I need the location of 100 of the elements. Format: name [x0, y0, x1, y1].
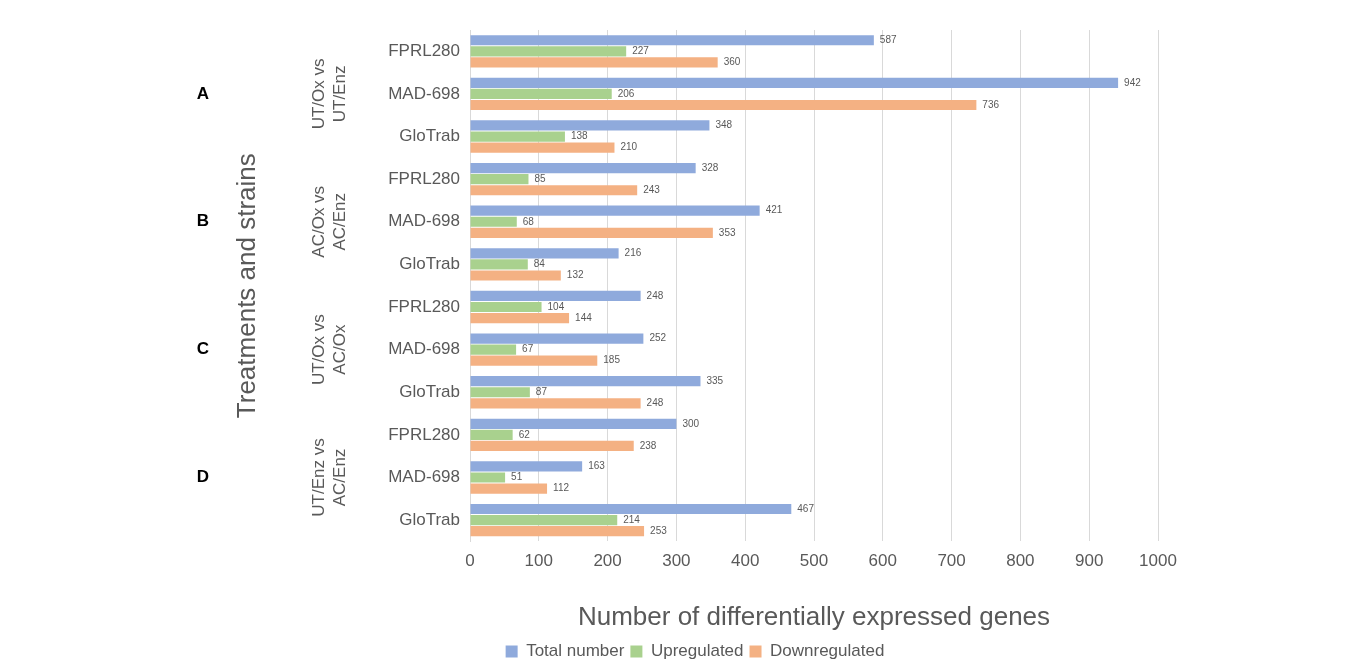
data-label: 248 — [646, 289, 664, 301]
data-label: 253 — [650, 524, 668, 536]
x-tick-label: 400 — [731, 551, 760, 571]
data-label: 227 — [632, 45, 650, 57]
bar — [470, 290, 641, 302]
data-label: 348 — [715, 119, 733, 131]
data-label: 144 — [575, 311, 593, 323]
bar — [470, 131, 565, 142]
bar — [470, 429, 513, 440]
bar — [470, 515, 618, 526]
bar — [470, 376, 701, 387]
x-tick-label: 100 — [524, 551, 553, 571]
data-label: 214 — [623, 513, 641, 525]
bar — [470, 46, 627, 57]
text: UT/Enz vs AC/Enz — [309, 438, 350, 517]
y-axis-title: Treatments and strains — [230, 153, 261, 419]
data-label: 216 — [624, 247, 642, 259]
data-label: 942 — [1124, 76, 1142, 88]
bar — [470, 355, 598, 366]
bar — [470, 503, 792, 515]
data-label: 587 — [879, 33, 897, 45]
bar — [470, 205, 760, 216]
y-tick-label: MAD-698 — [388, 467, 460, 487]
x-tick-label: 0 — [465, 551, 475, 571]
x-tick-label: 600 — [868, 551, 897, 571]
bar — [470, 88, 612, 100]
text: UT/Ox vs AC/Ox — [309, 314, 350, 386]
x-tick-label: 900 — [1075, 551, 1104, 571]
y-tick-label: MAD-698 — [388, 211, 460, 231]
data-label: 206 — [617, 87, 635, 99]
y-tick-label: MAD-698 — [388, 83, 460, 103]
bar — [470, 227, 713, 238]
x-tick-label: 500 — [799, 551, 829, 571]
bar — [470, 333, 644, 344]
y-tick-label: FPRL280 — [388, 424, 460, 444]
bar — [470, 35, 874, 46]
data-label: 51 — [511, 471, 523, 483]
data-label: 736 — [982, 98, 1000, 110]
data-label: 138 — [570, 130, 589, 142]
x-tick-label: 700 — [937, 551, 966, 571]
bar — [470, 344, 517, 355]
data-label: 67 — [522, 343, 534, 355]
data-label: 335 — [706, 374, 724, 386]
legend-label: Total number — [526, 641, 625, 661]
data-label: 243 — [643, 183, 661, 195]
data-label: 248 — [646, 397, 664, 409]
bar — [470, 99, 977, 111]
data-label: 252 — [649, 332, 667, 344]
x-tick-label: 300 — [662, 551, 691, 571]
data-label: 85 — [534, 172, 547, 184]
bar — [470, 162, 696, 174]
data-label: 210 — [620, 141, 638, 153]
data-label: 185 — [603, 354, 621, 366]
legend-label: Upregulated — [650, 641, 744, 661]
data-label: 62 — [518, 428, 531, 440]
bar — [470, 301, 542, 313]
x-axis-title: Number of differentially expressed genes — [577, 600, 1051, 631]
y-tick-label: MAD-698 — [388, 339, 460, 359]
y-tick-label: GloTrab — [399, 381, 460, 401]
y-tick-label: FPRL280 — [388, 41, 460, 60]
data-label: 300 — [682, 417, 700, 429]
bar — [470, 185, 638, 196]
bar — [470, 483, 548, 494]
bar — [470, 174, 529, 185]
bar — [470, 142, 615, 153]
bar — [470, 387, 530, 398]
y-tick-label: FPRL280 — [388, 168, 460, 188]
data-label: 87 — [535, 385, 548, 397]
text: D — [196, 467, 210, 487]
bar — [470, 472, 506, 483]
data-label: 84 — [533, 258, 546, 270]
bar — [470, 120, 710, 131]
bar — [470, 248, 619, 259]
data-label: 132 — [566, 269, 584, 281]
bar — [470, 216, 517, 227]
legend-label: Downregulated — [770, 641, 885, 661]
x-tick-label: 800 — [1006, 551, 1035, 571]
bar — [470, 57, 718, 68]
x-tick-label: 1000 — [1139, 551, 1177, 571]
bar — [470, 398, 641, 409]
text: AC/Ox vs AC/Enz — [309, 185, 350, 258]
data-label: 238 — [639, 439, 657, 451]
bar — [470, 461, 583, 472]
text: C — [196, 339, 210, 359]
data-label: 68 — [522, 215, 535, 227]
bar — [470, 440, 634, 452]
data-label: 353 — [718, 226, 736, 238]
text: A — [196, 83, 210, 103]
bar — [470, 77, 1119, 88]
bar — [470, 418, 677, 429]
data-label: 467 — [797, 502, 815, 514]
bar — [470, 259, 528, 270]
data-label: 163 — [588, 460, 606, 472]
data-label: 112 — [553, 482, 570, 494]
y-tick-label: GloTrab — [399, 509, 460, 529]
data-label: 328 — [701, 161, 719, 173]
data-label: 421 — [765, 204, 783, 216]
bar — [470, 526, 645, 537]
text: UT/Ox vs UT/Enz — [309, 58, 350, 130]
x-tick-label: 200 — [593, 551, 622, 571]
